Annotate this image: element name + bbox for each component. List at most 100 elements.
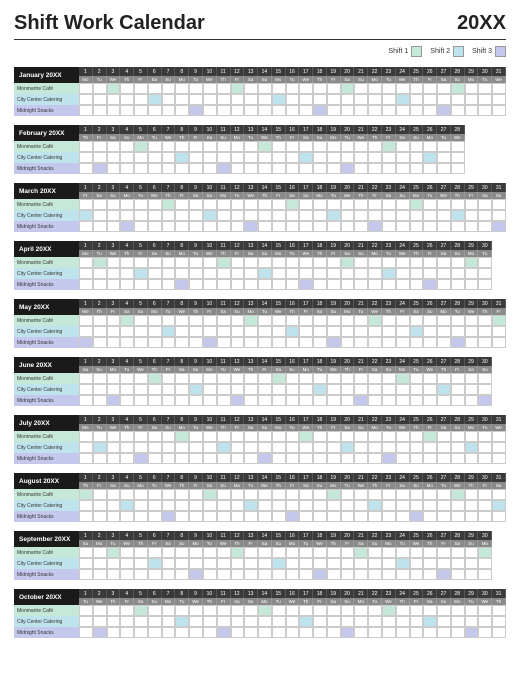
shift-cell: [258, 627, 272, 638]
shift-cell: [189, 511, 203, 522]
shift-cell: [327, 500, 341, 511]
shift-cell: [217, 268, 231, 279]
shift-cell: [148, 279, 162, 290]
day-weekday: Th: [217, 76, 231, 83]
shift-cell: [478, 210, 492, 221]
shift-cell: [134, 199, 148, 210]
day-weekday: Su: [203, 192, 217, 199]
day-number: 14: [258, 415, 272, 424]
day-weekday: Fr: [134, 424, 148, 431]
shift-cell: [79, 431, 93, 442]
legend-swatch: [411, 46, 422, 57]
day-weekday: Fr: [93, 482, 107, 489]
day-weekday: We: [299, 76, 313, 83]
shift-cell: [354, 105, 368, 116]
shift-cell: [272, 279, 286, 290]
shift-cell: [341, 569, 355, 580]
shift-cell: [189, 442, 203, 453]
shift-cell: [286, 257, 300, 268]
shift-cell: [327, 326, 341, 337]
shift-cell: [382, 489, 396, 500]
day-number: 21: [354, 183, 368, 192]
day-weekday: Fr: [327, 424, 341, 431]
day-weekday: Su: [354, 76, 368, 83]
shift-cell: [465, 199, 479, 210]
day-weekday: Mo: [327, 482, 341, 489]
day-number: 9: [189, 357, 203, 366]
day-number: 4: [120, 67, 134, 76]
shift-cell: [107, 279, 121, 290]
shift-cell: [203, 326, 217, 337]
shift-cell: [134, 395, 148, 406]
shift-cell: [396, 627, 410, 638]
shift-cell: [286, 141, 300, 152]
shift-cell: [368, 221, 382, 232]
day-number: 28: [451, 125, 465, 134]
shift-cell: [341, 431, 355, 442]
day-number: 29: [465, 415, 479, 424]
shift-cell: [189, 268, 203, 279]
shift-cell: [148, 558, 162, 569]
shift-cell: [148, 627, 162, 638]
day-number: 4: [120, 531, 134, 540]
shift-cell: [478, 373, 492, 384]
shift-cell: [162, 500, 176, 511]
shift-cell: [382, 569, 396, 580]
day-number: 15: [272, 299, 286, 308]
day-weekday: Su: [258, 424, 272, 431]
shift-cell: [465, 94, 479, 105]
shift-cell: [410, 210, 424, 221]
shift-cell: [286, 616, 300, 627]
shift-cell: [465, 511, 479, 522]
shift-cell: [175, 627, 189, 638]
day-number: 1: [79, 125, 93, 134]
day-weekday: Tu: [299, 540, 313, 547]
day-weekday: Fr: [465, 192, 479, 199]
day-number: [492, 531, 506, 540]
shift-cell: [396, 199, 410, 210]
shift-cell: [134, 442, 148, 453]
day-number: 31: [492, 415, 506, 424]
shift-cell: [299, 279, 313, 290]
shift-cell: [120, 268, 134, 279]
shift-cell: [79, 326, 93, 337]
shift-cell: [120, 511, 134, 522]
shift-cell: [272, 94, 286, 105]
day-weekday: Fr: [341, 540, 355, 547]
day-weekday: Tu: [244, 482, 258, 489]
shift-cell: [341, 605, 355, 616]
day-number: 13: [244, 299, 258, 308]
shift-cell: [134, 616, 148, 627]
shift-cell: [382, 395, 396, 406]
day-number: 29: [465, 357, 479, 366]
month-block: August 20XX12345678910111213141516171819…: [14, 473, 506, 522]
shift-cell: [217, 547, 231, 558]
shift-cell: [231, 210, 245, 221]
day-weekday: Fr: [478, 482, 492, 489]
shift-label: Monmartre Café: [14, 431, 79, 442]
shift-cell: [175, 547, 189, 558]
shift-cell: [354, 605, 368, 616]
shift-cell: [368, 489, 382, 500]
shift-cell: [410, 547, 424, 558]
shift-cell: [327, 547, 341, 558]
shift-cell: [354, 511, 368, 522]
shift-cell: [327, 268, 341, 279]
month-block: February 20XX123456789101112131415161718…: [14, 125, 506, 174]
shift-cell: [286, 558, 300, 569]
day-weekday: Th: [244, 366, 258, 373]
shift-label: City Center Catering: [14, 94, 79, 105]
shift-cell: [368, 627, 382, 638]
shift-cell: [478, 315, 492, 326]
shift-cell: [244, 511, 258, 522]
shift-cell: [134, 453, 148, 464]
shift-cell: [396, 395, 410, 406]
shift-label: Monmartre Café: [14, 83, 79, 94]
shift-cell: [203, 373, 217, 384]
shift-cell: [120, 627, 134, 638]
shift-cell: [203, 221, 217, 232]
shift-cell: [313, 199, 327, 210]
day-number: 7: [162, 241, 176, 250]
day-number: 31: [492, 67, 506, 76]
shift-cell: [423, 221, 437, 232]
